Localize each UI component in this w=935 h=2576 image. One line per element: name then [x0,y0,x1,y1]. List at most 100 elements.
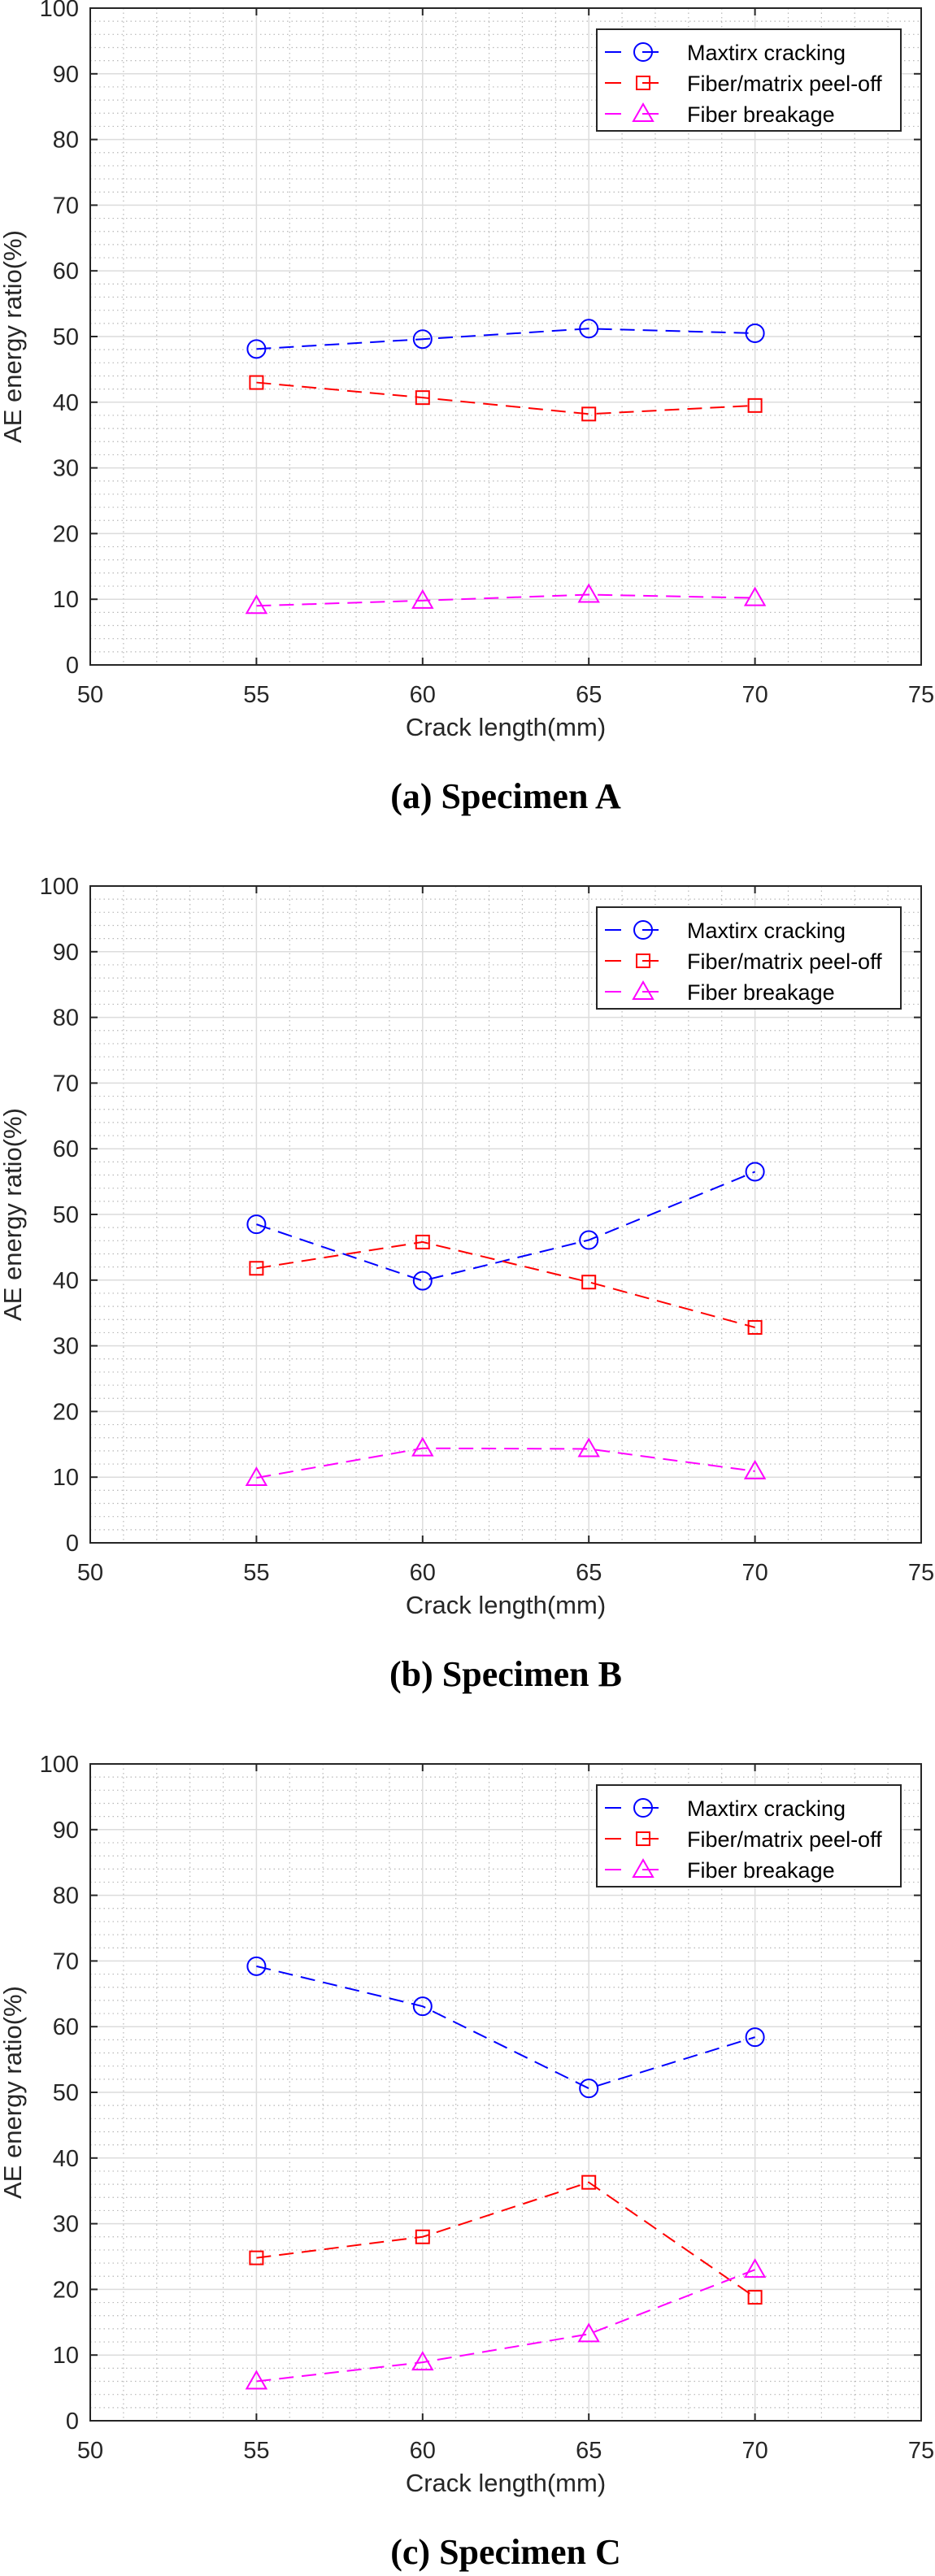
y-tick-label: 70 [53,1948,79,1974]
data-point-square [415,1234,430,1249]
series-line-1 [256,2181,756,2298]
y-tick-label: 20 [53,1399,79,1425]
data-point-square [747,397,763,413]
series-line-2 [256,593,755,607]
y-tick-label: 90 [53,62,79,88]
data-point-triangle [245,1466,268,1487]
data-point-triangle [743,586,767,606]
y-tick-label: 60 [53,2014,79,2040]
x-tick-label: 70 [741,682,768,708]
x-tick-label: 75 [908,2438,934,2464]
legend-label: Fiber breakage [687,102,835,127]
series-line-1 [256,1240,755,1328]
y-tick-label: 70 [53,193,79,219]
legend-marker-circle [633,920,653,940]
data-point-square [747,2290,763,2305]
y-tick-label: 0 [66,653,79,679]
legend-label: Maxtirx cracking [687,1796,846,1821]
x-tick-label: 50 [77,682,103,708]
data-point-triangle [245,594,268,615]
data-point-square [249,1261,264,1276]
data-point-triangle [743,1459,767,1479]
x-tick-label: 60 [410,2438,436,2464]
data-point-triangle [411,589,434,609]
x-tick-label: 65 [576,1560,602,1586]
data-point-circle [246,1214,267,1235]
x-tick-label: 70 [741,2438,768,2464]
data-point-circle [579,1230,599,1250]
y-axis-label: AE energy ratio(%) [0,1108,27,1321]
x-tick-label: 55 [243,2438,269,2464]
y-tick-label: 10 [53,2343,79,2369]
data-point-triangle [577,583,600,603]
y-tick-label: 40 [53,1268,79,1294]
y-tick-label: 50 [53,2080,79,2106]
data-point-circle [412,1996,433,2017]
y-axis-label: AE energy ratio(%) [0,230,27,443]
y-tick-label: 90 [53,940,79,966]
data-point-square [415,390,430,406]
legend-label: Fiber breakage [687,1858,835,1883]
data-point-circle [745,1162,765,1182]
y-tick-label: 60 [53,258,79,285]
data-point-square [415,2229,430,2244]
x-tick-label: 50 [77,1560,103,1586]
data-point-circle [579,2079,599,2099]
legend-label: Fiber/matrix peel-off [687,72,882,96]
legend-marker-square [636,76,650,90]
data-point-square [249,375,264,390]
x-tick-label: 55 [243,1560,269,1586]
y-tick-label: 100 [40,874,79,900]
data-point-triangle [577,1437,600,1457]
data-point-circle [745,323,765,343]
y-tick-label: 30 [53,456,79,482]
series-line-0 [256,1965,755,2090]
chart-0: 50 55 60 65 70 75 0 10 20 30 40 50 60 70 80 90 100 Crack … [0,0,934,816]
legend-label: Maxtirx cracking [687,41,846,65]
y-tick-label: 80 [53,1883,79,1909]
y-tick-label: 70 [53,1071,79,1097]
data-point-circle [579,319,599,339]
series-line-0 [256,1171,755,1282]
data-point-square [249,2250,264,2265]
x-tick-label: 60 [410,1560,436,1586]
y-tick-label: 90 [53,1818,79,1844]
series-line-2 [256,2269,755,2383]
x-tick-label: 75 [908,1560,934,1586]
y-tick-label: 40 [53,2146,79,2172]
legend-label: Maxtirx cracking [687,919,846,943]
y-tick-label: 60 [53,1136,79,1162]
series-line-2 [256,1447,755,1479]
chart-2: 50 55 60 65 70 75 0 10 20 30 40 50 60 70 80 90 100 Crack … [0,1752,934,2572]
data-point-circle [246,339,267,359]
chart-caption: (c) Specimen C [390,2532,621,2572]
data-point-square [581,1275,597,1290]
y-tick-label: 20 [53,2277,79,2303]
x-tick-label: 50 [77,2438,103,2464]
data-point-triangle [245,2370,268,2390]
data-point-square [581,406,597,422]
y-tick-label: 100 [40,0,79,22]
chart-caption: (a) Specimen A [390,776,621,816]
chart-caption: (b) Specimen B [389,1654,622,1694]
y-tick-label: 0 [66,2409,79,2435]
data-point-circle [745,2027,765,2048]
y-axis-label: AE energy ratio(%) [0,1986,27,2199]
chart-1: 50 55 60 65 70 75 0 10 20 30 40 50 60 70 80 90 100 Crack … [0,874,934,1694]
data-point-triangle [411,2351,434,2371]
y-tick-label: 80 [53,128,79,154]
data-point-triangle [743,2258,767,2278]
y-tick-label: 20 [53,521,79,547]
data-point-triangle [411,1436,434,1457]
x-tick-label: 65 [576,682,602,708]
data-point-circle [412,329,433,350]
legend-label: Fiber breakage [687,980,835,1005]
data-point-circle [246,1956,267,1976]
x-tick-label: 65 [576,2438,602,2464]
series-line-1 [256,381,755,415]
y-tick-label: 80 [53,1006,79,1032]
y-tick-label: 50 [53,324,79,350]
y-tick-label: 10 [53,1465,79,1491]
data-point-triangle [577,2322,600,2343]
